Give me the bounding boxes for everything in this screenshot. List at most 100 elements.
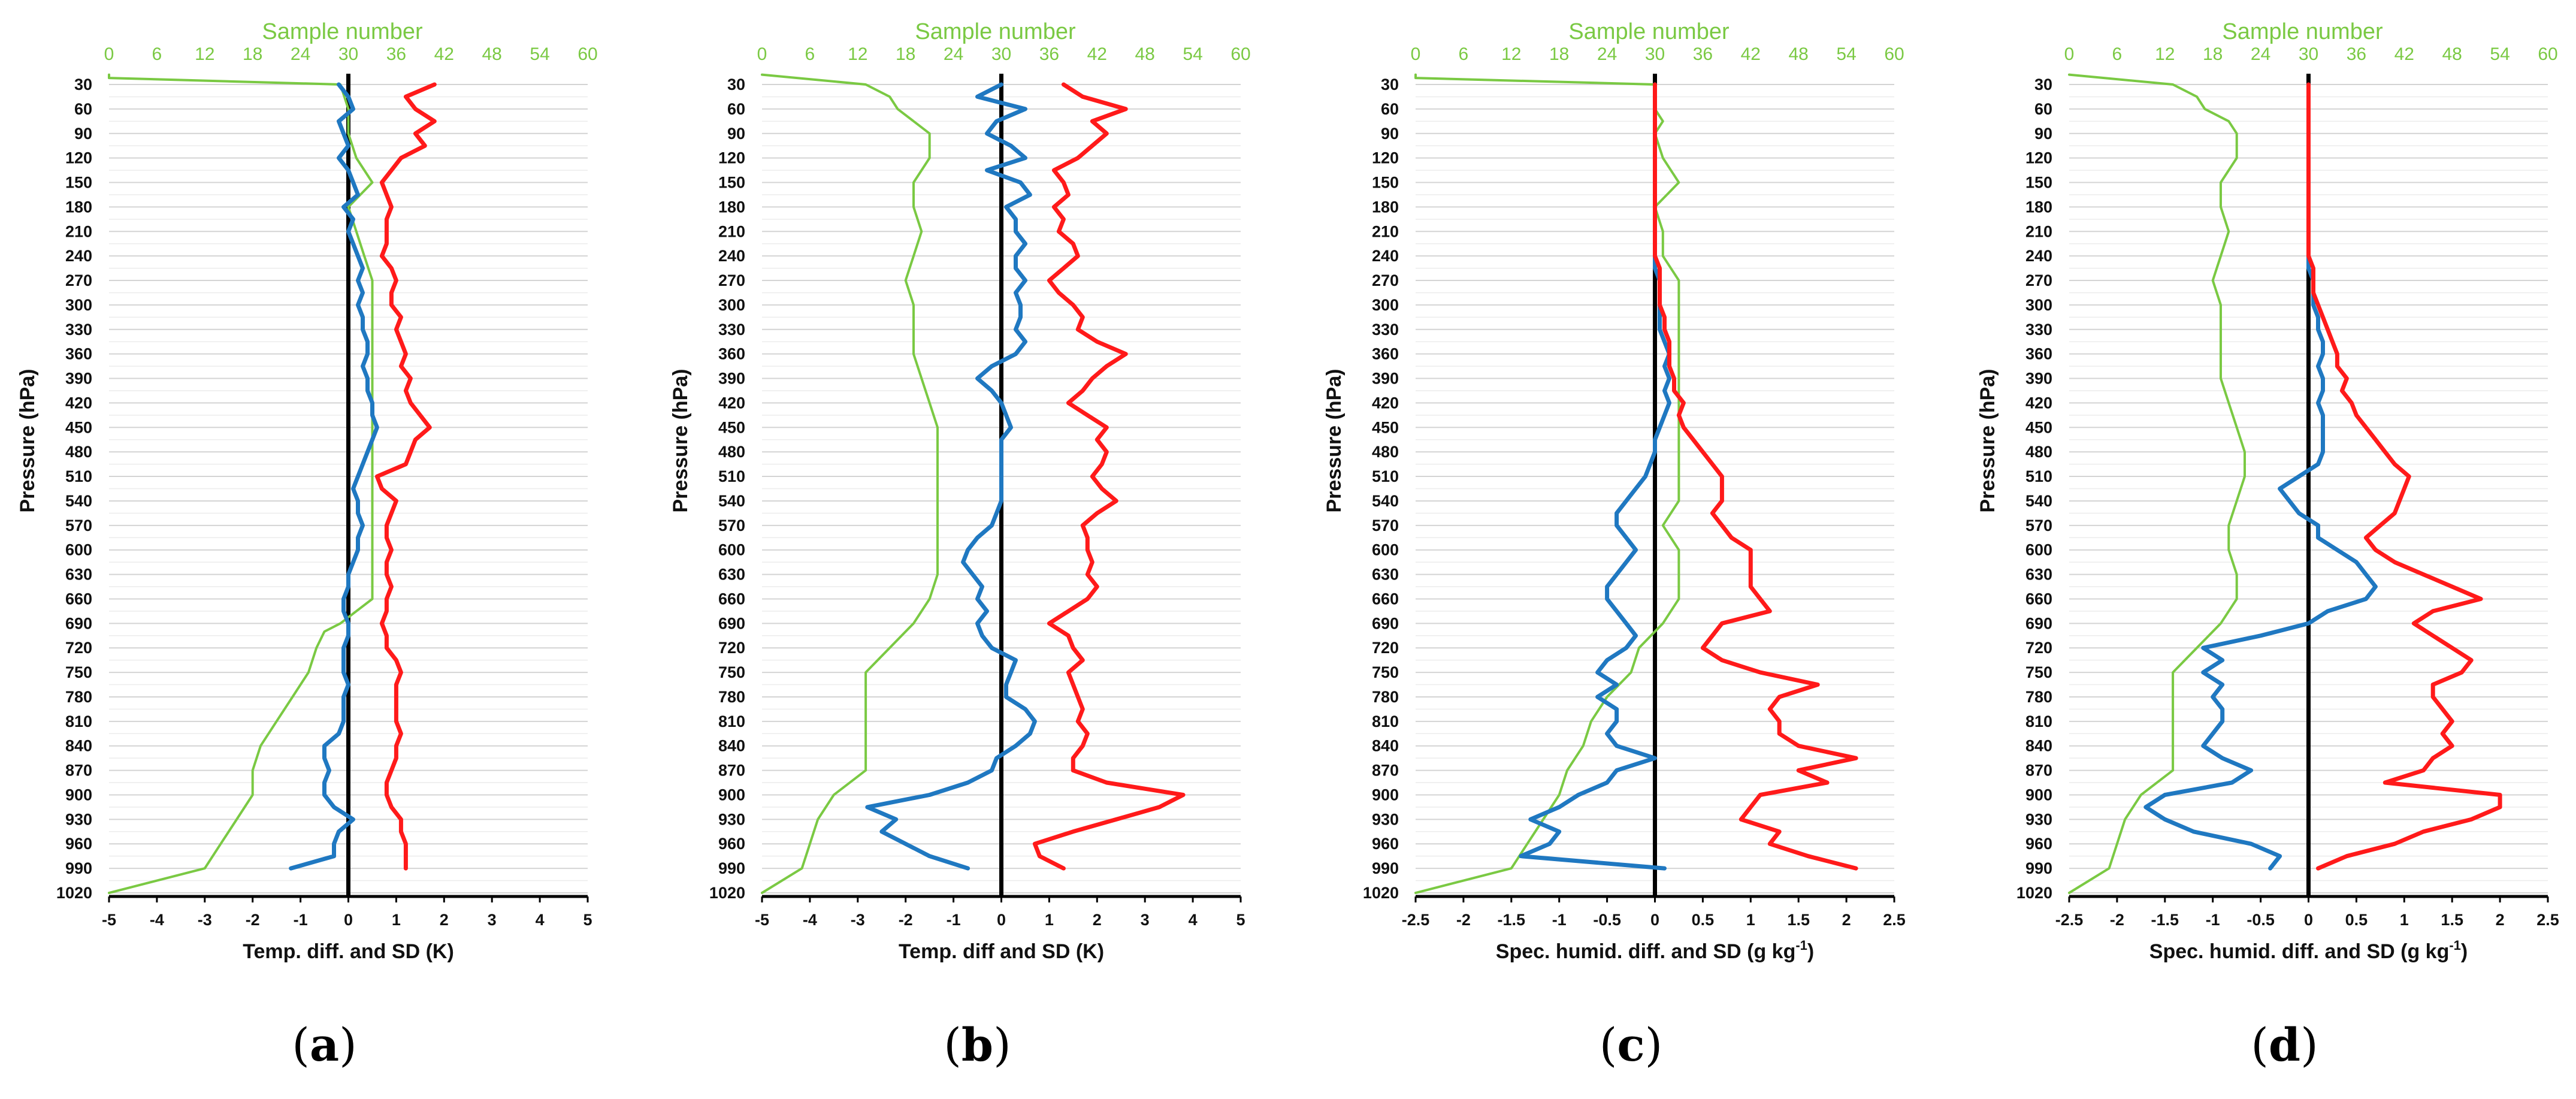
x-tick-label: -5: [755, 911, 769, 929]
y-tick-label: 900: [718, 786, 745, 804]
x-tick-label: -2.5: [1402, 911, 1430, 929]
y-tick-label: 720: [718, 639, 745, 657]
x-tick-label: -2: [2110, 911, 2124, 929]
y-tick-label: 540: [1372, 492, 1399, 510]
y-tick-label: 450: [65, 418, 92, 436]
top-axis-title: Sample number: [915, 19, 1076, 44]
y-tick-label: 660: [718, 590, 745, 608]
top-tick-label: 36: [1039, 44, 1059, 64]
series-sample-number: [108, 73, 374, 894]
top-tick-label: 30: [338, 44, 358, 64]
series-sample-number: [2068, 73, 2246, 894]
top-axis-title: Sample number: [262, 19, 423, 44]
top-tick-label: 18: [2203, 44, 2223, 64]
panel-label-close: ): [2300, 1018, 2318, 1071]
y-tick-label: 600: [2025, 541, 2052, 559]
y-tick-label: 570: [2025, 517, 2052, 535]
y-tick-label: 210: [718, 222, 745, 240]
top-tick-label: 24: [291, 44, 310, 64]
x-axis-title: Spec. humid. diff. and SD (g kg-1): [1496, 938, 1814, 963]
y-tick-label: 300: [65, 296, 92, 314]
y-tick-label: 180: [65, 198, 92, 216]
y-tick-label: 870: [2025, 762, 2052, 780]
top-tick-label: 42: [2394, 44, 2414, 64]
y-tick-label: 420: [718, 394, 745, 412]
y-tick-label: 540: [65, 492, 92, 510]
panel-label-letter: b: [962, 1018, 993, 1071]
panel-label-letter: c: [1617, 1018, 1644, 1071]
y-tick-label: 780: [718, 688, 745, 706]
y-tick-label: 1020: [2016, 884, 2052, 902]
y-tick-label: 420: [65, 394, 92, 412]
y-tick-label: 270: [718, 271, 745, 289]
y-tick-label: 480: [718, 443, 745, 461]
top-tick-label: 30: [1645, 44, 1665, 64]
top-tick-label: 0: [1411, 44, 1421, 64]
x-tick-label: 2.5: [1883, 911, 1906, 929]
x-tick-label: 2: [2496, 911, 2505, 929]
y-tick-label: 330: [2025, 321, 2052, 339]
series-sample-number: [1414, 73, 1680, 894]
x-tick-label: 2: [1093, 911, 1102, 929]
y-axis-title: Pressure (hPa): [1323, 369, 1346, 513]
y-tick-label: 630: [1372, 566, 1399, 584]
y-tick-label: 960: [65, 835, 92, 853]
y-tick-label: 720: [2025, 639, 2052, 657]
y-tick-label: 1020: [1363, 884, 1399, 902]
x-tick-label: 1: [1045, 911, 1054, 929]
y-tick-label: 240: [1372, 247, 1399, 265]
x-tick-label: 4: [536, 911, 545, 929]
y-tick-label: 810: [2025, 712, 2052, 730]
top-tick-label: 24: [2251, 44, 2270, 64]
y-tick-label: 840: [2025, 737, 2052, 755]
y-tick-label: 930: [1372, 810, 1399, 828]
y-tick-label: 1020: [56, 884, 92, 902]
y-axis-title: Pressure (hPa): [669, 369, 692, 513]
top-tick-label: 42: [1087, 44, 1107, 64]
series-standard-deviation: [2306, 82, 2502, 871]
y-tick-label: 90: [1381, 125, 1399, 143]
y-tick-label: 180: [2025, 198, 2052, 216]
x-axis-title-sup: -1: [2449, 938, 2461, 953]
y-tick-label: 510: [65, 467, 92, 485]
y-tick-label: 60: [1381, 100, 1399, 118]
y-tick-label: 150: [2025, 174, 2052, 192]
top-tick-label: 12: [848, 44, 867, 64]
y-tick-label: 90: [727, 125, 745, 143]
top-tick-label: 6: [1459, 44, 1469, 64]
y-tick-label: 840: [65, 737, 92, 755]
x-tick-label: 5: [583, 911, 592, 929]
x-tick-label: -1: [1552, 911, 1567, 929]
y-tick-label: 990: [65, 859, 92, 877]
y-tick-label: 210: [1372, 222, 1399, 240]
y-tick-label: 690: [718, 614, 745, 632]
top-tick-label: 36: [2347, 44, 2366, 64]
y-tick-label: 780: [1372, 688, 1399, 706]
x-tick-label: -2: [1456, 911, 1471, 929]
y-tick-label: 600: [718, 541, 745, 559]
x-tick-label: 0: [2304, 911, 2313, 929]
panel-label: (d): [2251, 1018, 2318, 1071]
y-tick-label: 90: [74, 125, 92, 143]
x-tick-label: -0.5: [1593, 911, 1621, 929]
y-tick-label: 390: [718, 370, 745, 388]
y-tick-label: 120: [1372, 149, 1399, 167]
y-tick-label: 330: [1372, 321, 1399, 339]
panel-label: (b): [944, 1018, 1011, 1071]
y-tick-label: 690: [65, 614, 92, 632]
x-tick-label: 1: [1746, 911, 1755, 929]
x-tick-label: 2: [440, 911, 449, 929]
y-tick-label: 270: [1372, 271, 1399, 289]
y-tick-label: 570: [65, 517, 92, 535]
y-tick-label: 360: [718, 345, 745, 363]
y-tick-label: 570: [718, 517, 745, 535]
y-tick-label: 750: [65, 663, 92, 681]
y-tick-label: 810: [1372, 712, 1399, 730]
y-tick-label: 450: [718, 418, 745, 436]
series-mean-difference: [865, 82, 1037, 871]
y-tick-label: 60: [2034, 100, 2052, 118]
top-tick-label: 54: [1836, 44, 1856, 64]
y-tick-label: 30: [74, 76, 92, 93]
y-tick-label: 810: [65, 712, 92, 730]
x-tick-label: 4: [1189, 911, 1198, 929]
